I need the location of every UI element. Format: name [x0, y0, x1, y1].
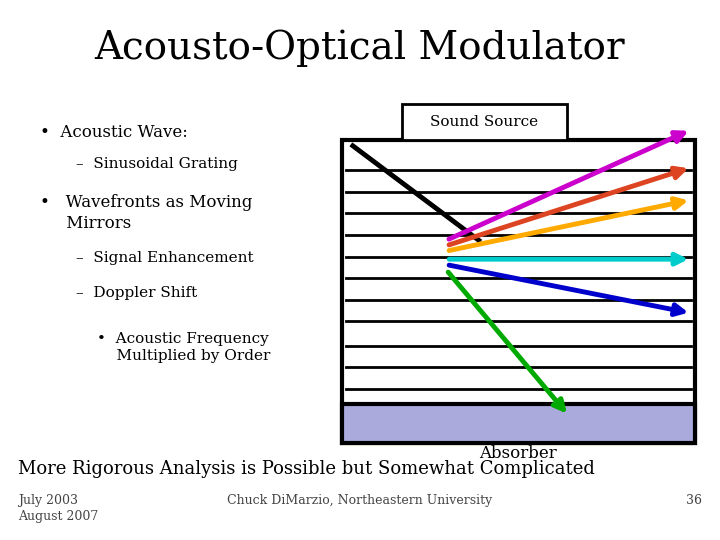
Bar [342, 140, 695, 443]
Text: –  Sinusoidal Grating: – Sinusoidal Grating [76, 157, 238, 171]
Text: •  Acoustic Frequency
    Multiplied by Order: • Acoustic Frequency Multiplied by Order [97, 332, 271, 363]
Bar [342, 404, 695, 443]
Text: Sound Source: Sound Source [431, 115, 539, 129]
Text: 36: 36 [686, 494, 702, 507]
Text: Chuck DiMarzio, Northeastern University: Chuck DiMarzio, Northeastern University [228, 494, 492, 507]
Text: Acousto-Optical Modulator: Acousto-Optical Modulator [95, 30, 625, 67]
Text: –  Signal Enhancement: – Signal Enhancement [76, 251, 253, 265]
Text: Absorber: Absorber [480, 445, 557, 462]
Bar [402, 104, 567, 140]
Text: More Rigorous Analysis is Possible but Somewhat Complicated: More Rigorous Analysis is Possible but S… [18, 460, 595, 478]
Text: –  Doppler Shift: – Doppler Shift [76, 286, 197, 300]
Text: August 2007: August 2007 [18, 510, 98, 523]
Text: •  Acoustic Wave:: • Acoustic Wave: [40, 124, 187, 141]
Text: July 2003: July 2003 [18, 494, 78, 507]
Text: •   Wavefronts as Moving
     Mirrors: • Wavefronts as Moving Mirrors [40, 194, 252, 232]
